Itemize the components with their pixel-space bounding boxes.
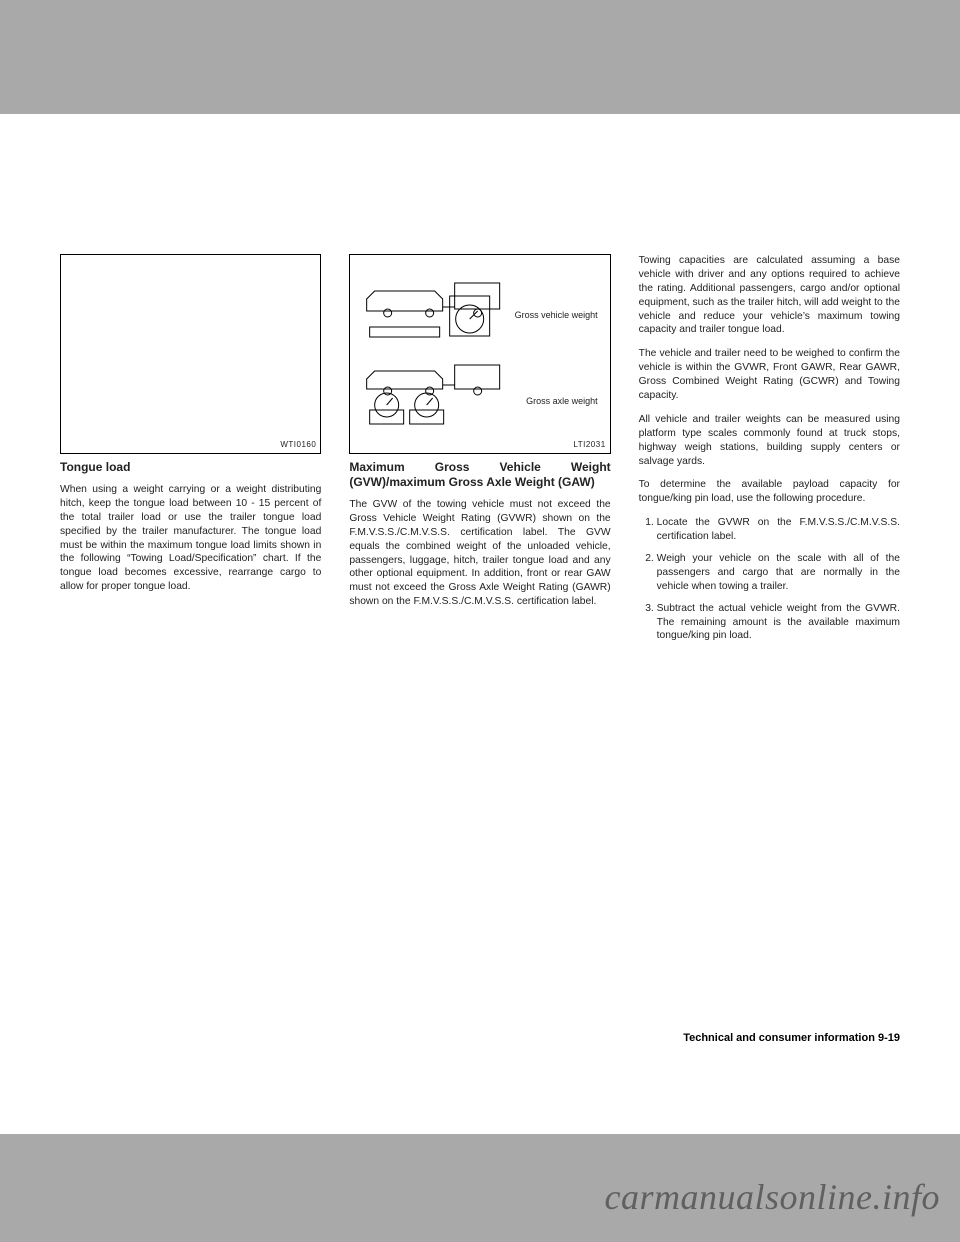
column-3: Towing capacities are calculated assumin… (639, 254, 900, 651)
figure-gvw-gaw: Gross vehicle weight (349, 254, 610, 454)
procedure-list: Locate the GVWR on the F.M.V.S.S./C.M.V.… (639, 516, 900, 643)
column-container: WTI0160 Tongue load When using a weight … (60, 254, 900, 651)
diagram-gvw: Gross vehicle weight (358, 269, 601, 349)
column-1: WTI0160 Tongue load When using a weight … (60, 254, 321, 651)
body-text: When using a weight carrying or a weight… (60, 483, 321, 594)
diagram-label: Gross vehicle weight (515, 309, 598, 321)
list-item: Subtract the actual vehicle weight from … (657, 602, 900, 644)
heading-tongue-load: Tongue load (60, 460, 321, 475)
diagram-gaw: Gross axle weight (358, 355, 601, 435)
manual-page: WTI0160 Tongue load When using a weight … (0, 114, 960, 1134)
body-text: Towing capacities are calculated assumin… (639, 254, 900, 337)
heading-gvw-gaw: Maximum Gross Vehicle Weight (GVW)/maxim… (349, 460, 610, 490)
column-2: Gross vehicle weight (349, 254, 610, 651)
body-text: The GVW of the towing vehicle must not e… (349, 498, 610, 609)
figure-tongue-load: WTI0160 (60, 254, 321, 454)
watermark: carmanualsonline.info (605, 1176, 940, 1218)
body-text: The vehicle and trailer need to be weigh… (639, 347, 900, 403)
body-text: All vehicle and trailer weights can be m… (639, 413, 900, 469)
list-item: Weigh your vehicle on the scale with all… (657, 552, 900, 594)
diagram-label: Gross axle weight (526, 395, 598, 407)
figure-caption: LTI2031 (573, 440, 605, 451)
figure-caption: WTI0160 (280, 440, 316, 451)
page-footer: Technical and consumer information 9-19 (683, 1032, 900, 1044)
list-item: Locate the GVWR on the F.M.V.S.S./C.M.V.… (657, 516, 900, 544)
body-text: To determine the available payload capac… (639, 478, 900, 506)
